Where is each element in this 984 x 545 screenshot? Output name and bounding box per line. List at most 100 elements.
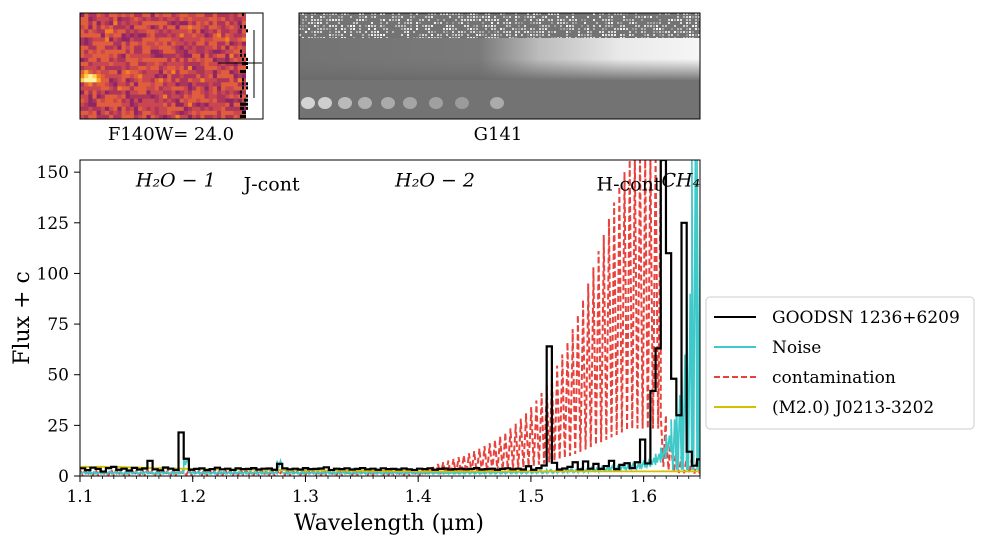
direct-pixel <box>121 90 127 95</box>
grism-noise-pixel <box>491 22 493 24</box>
direct-pixel <box>221 90 226 95</box>
grism-noise-pixel <box>392 19 394 21</box>
direct-pixel <box>221 70 226 75</box>
direct-pixel <box>142 70 147 75</box>
direct-pixel <box>146 102 151 108</box>
direct-pixel <box>80 29 85 34</box>
grism-noise-pixel <box>374 16 376 18</box>
direct-pixel <box>163 102 168 108</box>
grism-noise-pixel <box>524 25 526 27</box>
direct-pixel <box>208 33 214 38</box>
direct-pixel <box>221 13 226 18</box>
direct-pixel <box>225 86 230 91</box>
direct-pixel <box>187 114 193 120</box>
direct-pixel <box>204 98 210 104</box>
direct-pixel <box>146 74 151 79</box>
direct-pixel <box>187 98 193 104</box>
band-label: H₂O − 1 <box>135 169 216 191</box>
direct-pixel <box>80 114 85 120</box>
direct-pixel <box>171 57 176 63</box>
direct-pixel <box>138 53 143 59</box>
grism-noise-pixel <box>698 16 700 18</box>
direct-pixel <box>200 53 205 59</box>
direct-pixel <box>183 37 189 42</box>
grism-noise-pixel <box>674 31 676 33</box>
direct-pixel <box>187 29 193 34</box>
direct-pixel <box>200 78 205 83</box>
grism-noise-pixel <box>455 13 457 15</box>
grism-noise-pixel <box>326 22 328 24</box>
direct-pixel <box>96 33 102 38</box>
direct-pixel <box>84 102 89 108</box>
grism-noise-pixel <box>539 28 541 30</box>
direct-pixel <box>183 82 189 87</box>
direct-pixel <box>138 33 143 38</box>
x-tick-label: 1.2 <box>179 487 206 507</box>
grism-noise-pixel <box>506 34 508 36</box>
direct-pixel <box>109 94 114 100</box>
grism-noise-pixel <box>341 19 343 21</box>
grism-noise-pixel <box>575 19 577 21</box>
edge-noise-pixel <box>242 13 244 17</box>
direct-pixel <box>187 45 193 51</box>
direct-pixel <box>104 37 110 42</box>
grism-noise-pixel <box>491 28 493 30</box>
grism-noise-pixel <box>626 13 628 15</box>
grism-noise-pixel <box>410 13 412 15</box>
direct-pixel <box>96 82 102 87</box>
direct-pixel <box>92 114 97 120</box>
direct-pixel <box>167 90 172 95</box>
direct-pixel <box>212 82 218 87</box>
grism-noise-pixel <box>674 19 676 21</box>
grism-noise-pixel <box>494 31 496 33</box>
direct-pixel <box>109 57 114 63</box>
direct-pixel <box>192 49 197 55</box>
direct-pixel <box>233 102 239 108</box>
direct-pixel <box>158 78 164 83</box>
direct-pixel <box>208 102 214 108</box>
grism-noise-pixel <box>455 19 457 21</box>
edge-noise-pixel <box>240 106 242 110</box>
grism-noise-pixel <box>332 25 334 27</box>
direct-pixel <box>171 29 176 34</box>
direct-pixel <box>96 94 102 100</box>
direct-pixel <box>129 29 135 34</box>
grism-noise-pixel <box>359 25 361 27</box>
grism-noise-pixel <box>566 16 568 18</box>
direct-pixel <box>92 53 97 59</box>
direct-pixel <box>192 13 197 18</box>
grism-noise-pixel <box>440 13 442 15</box>
grism-noise-pixel <box>443 19 445 21</box>
direct-pixel <box>121 86 127 91</box>
direct-pixel <box>104 57 110 63</box>
direct-pixel <box>117 25 122 30</box>
grism-blob <box>429 97 443 109</box>
grism-noise-pixel <box>431 13 433 15</box>
direct-pixel <box>88 57 93 63</box>
direct-pixel <box>96 17 102 22</box>
direct-pixel <box>96 98 102 104</box>
grism-noise-pixel <box>584 19 586 21</box>
direct-pixel <box>125 74 131 79</box>
direct-pixel <box>216 106 222 112</box>
direct-pixel <box>192 70 197 75</box>
grism-noise-pixel <box>416 22 418 24</box>
direct-pixel <box>216 110 222 116</box>
direct-pixel <box>146 110 151 116</box>
direct-pixel <box>129 45 135 51</box>
direct-pixel <box>204 17 210 22</box>
direct-pixel <box>121 25 127 30</box>
direct-pixel <box>129 25 135 30</box>
direct-pixel <box>88 41 93 47</box>
grism-noise-pixel <box>500 34 502 36</box>
direct-pixel <box>133 110 139 116</box>
direct-pixel <box>146 61 151 67</box>
direct-pixel <box>117 98 122 104</box>
direct-pixel <box>183 49 189 55</box>
direct-pixel <box>225 66 230 71</box>
grism-noise-pixel <box>320 16 322 18</box>
grism-noise-pixel <box>308 22 310 24</box>
direct-pixel <box>113 114 118 120</box>
grism-noise-pixel <box>494 34 496 36</box>
